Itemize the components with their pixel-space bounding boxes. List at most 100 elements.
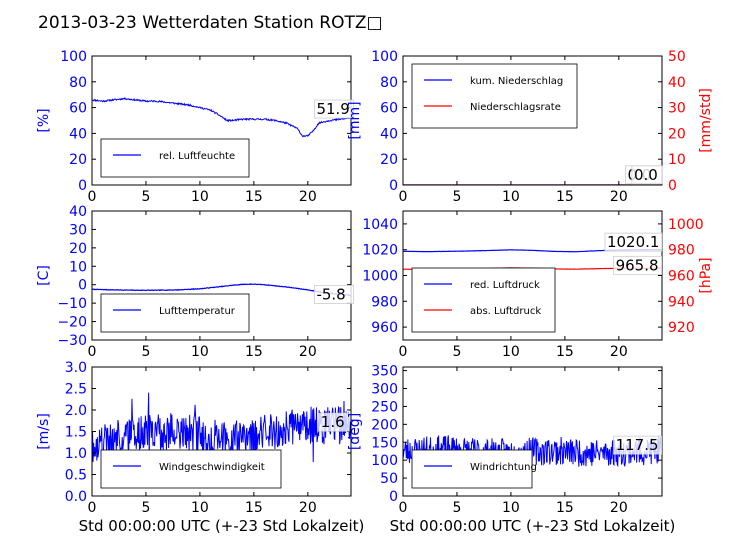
y-tick-label: 0 <box>78 278 87 294</box>
x-tick-label: 20 <box>299 189 317 205</box>
legend: Lufttemperatur <box>100 293 250 333</box>
y-tick-label: 20 <box>380 152 398 168</box>
y-tick-label: 20 <box>69 152 87 168</box>
legend-frame <box>100 449 282 489</box>
y-axis-label: [mm] <box>347 101 363 139</box>
last-value-label: 1020.1 <box>607 233 660 251</box>
y-tick-label: 30 <box>69 222 87 238</box>
value-label-box <box>613 435 662 455</box>
legend-entry: Niederschlagsrate <box>470 102 561 113</box>
y-tick-label: 1040 <box>362 217 398 233</box>
y-tick-label: −10 <box>57 296 87 312</box>
y-tick-label: 100 <box>60 49 87 65</box>
x-tick-label: 0 <box>399 189 408 205</box>
x-tick-label: 5 <box>452 500 461 516</box>
value-label-box <box>314 285 355 304</box>
y-tick-label: 250 <box>371 399 398 415</box>
x-tick-label: 0 <box>88 344 97 360</box>
y-tick-label: 40 <box>69 126 87 142</box>
value-label-box <box>604 232 663 252</box>
plot-frame <box>402 366 663 497</box>
x-tick-label: 5 <box>141 344 150 360</box>
y-tick-label: 3.0 <box>65 360 87 376</box>
legend-frame <box>411 449 533 489</box>
legend-entry: kum. Niederschlag <box>470 76 563 87</box>
x-tick-label: 10 <box>191 189 209 205</box>
x-tick-label: 0 <box>88 500 97 516</box>
legend: Windrichtung <box>411 449 537 489</box>
last-value-label: 51.9 <box>316 100 349 118</box>
legend-entry: abs. Luftdruck <box>470 306 541 317</box>
x-tick-label: 10 <box>502 189 520 205</box>
y2-tick-label: 0 <box>668 178 677 194</box>
y-tick-label: 0 <box>78 178 87 194</box>
x-tick-label: 10 <box>502 344 520 360</box>
legend-entry: rel. Luftfeuchte <box>159 151 235 162</box>
last-value-label: 117.5 <box>616 436 659 454</box>
value-label-box <box>314 99 355 119</box>
y-tick-label: 100 <box>371 49 398 65</box>
y-tick-label: 0 <box>389 178 398 194</box>
value-label-box <box>318 412 350 432</box>
legend-entry: Windrichtung <box>470 462 537 473</box>
y-tick-label: 1.0 <box>65 446 87 462</box>
y2-tick-label: 50 <box>668 49 686 65</box>
y-tick-label: 80 <box>69 75 87 91</box>
last-value-label: 965.8 <box>616 256 659 274</box>
y-tick-label: 0.0 <box>65 489 87 505</box>
legend-frame <box>100 138 250 178</box>
last-value-label: 0.0 <box>634 166 658 184</box>
chart-humidity: 0 5 10 15 20 0 20 40 60 80 100 [%] 51.9 rel. Luftfeuc… <box>36 49 355 205</box>
y-tick-label: −20 <box>57 315 87 331</box>
last-value-label: -5.8 <box>316 285 345 303</box>
y-tick-label: 1020 <box>362 243 398 259</box>
x-tick-label: 20 <box>610 500 628 516</box>
y2-tick-label: 940 <box>668 294 695 310</box>
y-tick-label: 200 <box>371 417 398 433</box>
x-tick-label: 5 <box>452 189 461 205</box>
x-tick-label: 20 <box>299 500 317 516</box>
chart-precip: 0 5 10 15 20 0 20 40 60 80 100 [mm] 0 10 20 30 40 50 [mm/s… <box>347 49 714 205</box>
y-tick-label: 980 <box>371 294 398 310</box>
y2-tick-label: 10 <box>668 152 686 168</box>
y-tick-label: 50 <box>380 471 398 487</box>
y-axis-label: [%] <box>36 108 52 132</box>
y2-tick-label: 30 <box>668 101 686 117</box>
y2-tick-label: 980 <box>668 243 695 259</box>
y-axis-label: [m/s] <box>36 413 52 450</box>
x-tick-label: 10 <box>502 500 520 516</box>
y2-tick-label: 20 <box>668 126 686 142</box>
y-tick-label: 80 <box>380 75 398 91</box>
legend: Windgeschwindigkeit <box>100 449 282 489</box>
x-tick-label: 15 <box>245 189 263 205</box>
y-tick-label: 10 <box>69 259 87 275</box>
y-tick-label: 0 <box>389 489 398 505</box>
x-tick-label: 15 <box>556 500 574 516</box>
x-tick-label: 10 <box>191 344 209 360</box>
y-tick-label: 60 <box>69 101 87 117</box>
legend: rel. Luftfeuchte <box>100 138 250 178</box>
value-label-box <box>631 165 663 185</box>
x-tick-label: 0 <box>88 189 97 205</box>
value-label-box <box>613 255 662 275</box>
x-axis-label: Std 00:00:00 UTC (+-23 Std Lokalzeit) <box>390 517 676 535</box>
y-tick-label: 20 <box>69 241 87 257</box>
chart-pressure: 0 5 10 15 20 960 980 1000 1020 1040 920 940 960 980 10… <box>362 210 714 360</box>
y-tick-label: 40 <box>69 204 87 220</box>
legend-frame <box>100 293 250 333</box>
x-tick-label: 20 <box>299 344 317 360</box>
legend-entry: red. Luftdruck <box>470 280 540 291</box>
y-tick-label: 40 <box>380 126 398 142</box>
x-tick-label: 20 <box>610 344 628 360</box>
x-tick-label: 15 <box>556 189 574 205</box>
last-value-label: 1.6 <box>321 413 345 431</box>
legend-entry: Lufttemperatur <box>159 306 236 317</box>
x-tick-label: 15 <box>556 344 574 360</box>
plot-frame <box>91 55 352 186</box>
x-tick-label: 10 <box>191 500 209 516</box>
y-tick-label: 350 <box>371 364 398 380</box>
legend-frame <box>411 63 578 129</box>
x-tick-label: 5 <box>141 500 150 516</box>
x-tick-label: 20 <box>610 189 628 205</box>
